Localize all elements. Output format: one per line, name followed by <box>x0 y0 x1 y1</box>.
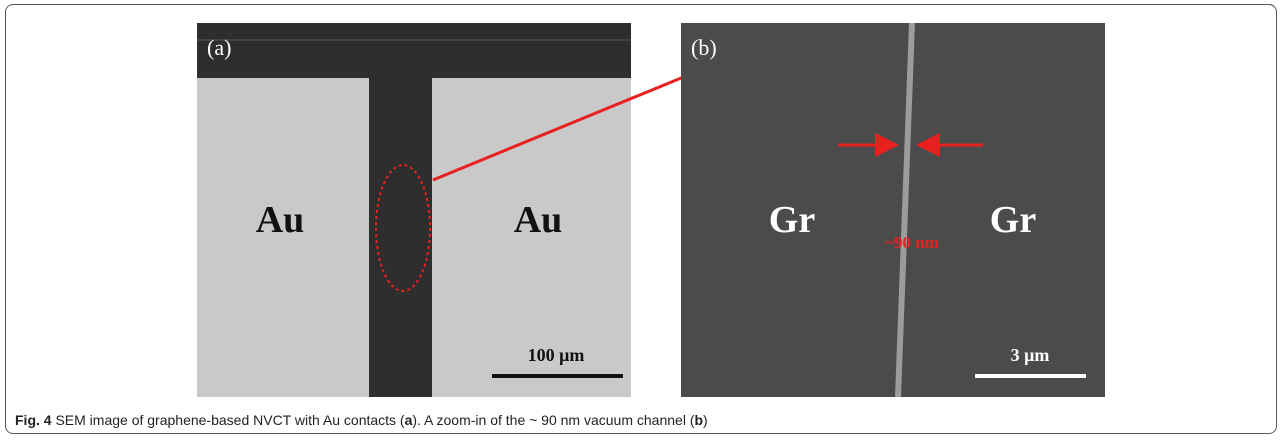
caption-text: b <box>694 412 703 428</box>
caption-label: Fig. 4 <box>15 412 52 428</box>
gap-label: ~90 nm <box>885 233 939 252</box>
caption: Fig. 4 SEM image of graphene-based NVCT … <box>15 412 708 428</box>
scale-bar-label: 100 μm <box>528 345 585 365</box>
region-label: Au <box>256 199 305 241</box>
region-label: Au <box>514 199 563 241</box>
figure-images: (a) Au Au 100 μm (b) Gr Gr ~90 nm 3 μm <box>0 0 1285 410</box>
caption-text: ) <box>703 412 708 428</box>
sem-background <box>681 23 1105 397</box>
caption-text: SEM image of graphene-based NVCT with Au… <box>52 412 405 428</box>
region-label: Gr <box>990 199 1037 241</box>
region-label: Gr <box>769 199 816 241</box>
panel-b: (b) Gr Gr ~90 nm 3 μm <box>681 23 1105 397</box>
caption-text: ). A zoom-in of the ~ 90 nm vacuum chann… <box>412 412 694 428</box>
panel-label: (a) <box>207 35 231 60</box>
panel-label: (b) <box>691 35 717 60</box>
page: (a) Au Au 100 μm (b) Gr Gr ~90 nm 3 μm F… <box>0 0 1285 440</box>
scale-bar-label: 3 μm <box>1011 345 1050 365</box>
panel-a: (a) Au Au 100 μm <box>197 23 631 397</box>
